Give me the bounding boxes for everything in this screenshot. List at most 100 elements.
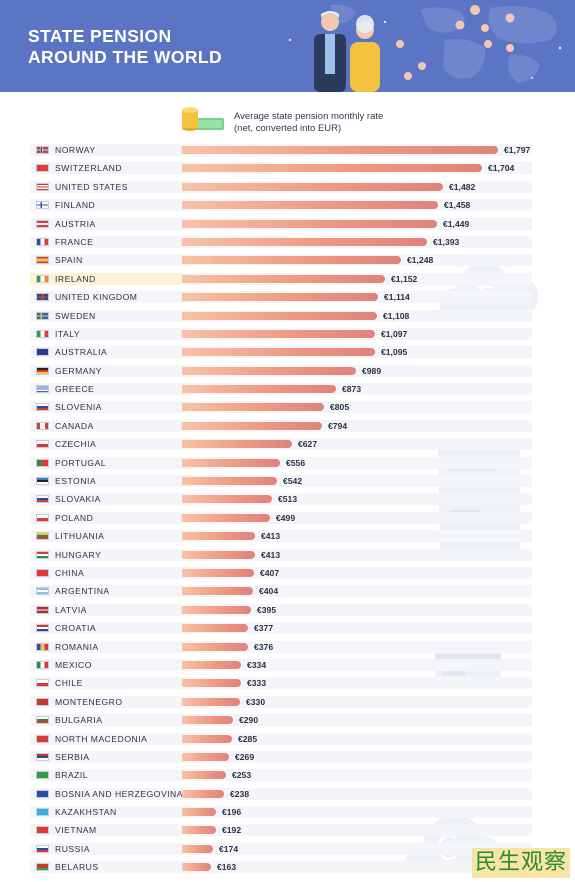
category-label: UNITED KINGDOM — [55, 292, 138, 303]
header-banner: STATE PENSION AROUND THE WORLD — [0, 0, 575, 92]
sweden-flag-icon — [36, 311, 49, 320]
row-background — [30, 493, 532, 506]
category-label: SLOVENIA — [55, 402, 102, 413]
chart-row: GERMANY €989 — [0, 362, 575, 380]
row-background — [30, 456, 532, 469]
chart-row: AUSTRIA €1,449 — [0, 215, 575, 233]
chart-row: CHILE €333 — [0, 674, 575, 692]
value-label: €334 — [247, 659, 267, 670]
value-label: €253 — [232, 770, 252, 781]
row-background — [30, 824, 532, 837]
chart-row: BELARUS €163 — [0, 858, 575, 876]
chart-row: ESTONIA €542 — [0, 472, 575, 490]
value-label: €1,095 — [381, 347, 408, 358]
bar — [182, 403, 324, 412]
bar — [182, 495, 272, 504]
chart-row: BULGARIA €290 — [0, 711, 575, 729]
category-label: PORTUGAL — [55, 457, 107, 468]
category-label: UNITED STATES — [55, 181, 129, 192]
value-label: €794 — [328, 420, 348, 431]
mexico-flag-icon — [36, 660, 49, 669]
category-label: ROMANIA — [55, 641, 99, 652]
row-background — [30, 658, 532, 671]
belarus-flag-icon — [36, 863, 49, 872]
value-label: €269 — [235, 751, 255, 762]
usa-flag-icon — [36, 182, 49, 191]
norway-flag-icon — [36, 146, 49, 154]
czechia-flag-icon — [36, 440, 49, 449]
bar — [182, 477, 277, 486]
ireland-flag-icon — [36, 274, 49, 283]
chart-row: CHINA €407 — [0, 564, 575, 582]
lithuania-flag-icon — [36, 532, 49, 541]
bar — [182, 458, 280, 467]
category-label: HUNGARY — [55, 549, 102, 560]
bar — [182, 421, 322, 430]
chart-row: FINLAND €1,458 — [0, 196, 575, 214]
category-label: RUSSIA — [55, 843, 90, 854]
value-label: €285 — [238, 733, 258, 744]
category-label: ARGENTINA — [55, 586, 110, 597]
portugal-flag-icon — [36, 458, 49, 467]
bar — [182, 605, 251, 614]
category-label: POLAND — [55, 512, 94, 523]
bar — [182, 146, 498, 154]
value-label: €196 — [222, 807, 242, 818]
russia-flag-icon — [36, 844, 49, 853]
row-background — [30, 640, 532, 653]
poland-flag-icon — [36, 513, 49, 522]
bar — [182, 513, 270, 522]
row-background — [30, 548, 532, 561]
legend-line-2: (net, converted into EUR) — [234, 123, 342, 134]
bar — [182, 311, 377, 320]
category-label: BRAZIL — [55, 770, 89, 781]
spain-flag-icon — [36, 256, 49, 265]
category-label: MONTENEGRO — [55, 696, 123, 707]
coins-and-banknotes-icon — [182, 107, 224, 131]
category-label: CZECHIA — [55, 439, 97, 450]
value-label: €377 — [254, 623, 274, 634]
category-label: AUSTRALIA — [55, 347, 108, 358]
chart-row: LATVIA €395 — [0, 601, 575, 619]
chart-row: BRAZIL €253 — [0, 766, 575, 784]
category-label: BULGARIA — [55, 715, 103, 726]
bar — [182, 808, 216, 817]
value-label: €1,108 — [383, 310, 410, 321]
bar — [182, 716, 233, 725]
bosnia-flag-icon — [36, 789, 49, 798]
slovakia-flag-icon — [36, 495, 49, 504]
category-label: BELARUS — [55, 862, 99, 873]
canada-flag-icon — [36, 421, 49, 430]
chart-row: ITALY €1,097 — [0, 325, 575, 343]
bar — [182, 679, 241, 688]
bar — [182, 201, 438, 210]
value-label: €1,482 — [449, 181, 476, 192]
china-flag-icon — [36, 568, 49, 577]
row-background — [30, 603, 532, 616]
value-label: €1,704 — [488, 163, 515, 174]
france-flag-icon — [36, 237, 49, 246]
value-label: €395 — [257, 604, 277, 615]
chart-row: IRELAND €1,152 — [0, 270, 575, 288]
category-label: BOSNIA AND HERZEGOVINA — [55, 788, 183, 799]
row-background — [30, 842, 532, 855]
chart-row: SPAIN €1,248 — [0, 251, 575, 269]
category-label: KAZAKHSTAN — [55, 807, 117, 818]
row-background — [30, 475, 532, 488]
title-line-1: STATE PENSION — [28, 26, 172, 46]
chart-row: BOSNIA AND HERZEGOVINA €238 — [0, 785, 575, 803]
chart-row: FRANCE €1,393 — [0, 233, 575, 251]
value-label: €376 — [254, 641, 274, 652]
bulgaria-flag-icon — [36, 716, 49, 725]
value-label: €989 — [362, 365, 382, 376]
row-background — [30, 714, 532, 727]
chart-row: LITHUANIA €413 — [0, 527, 575, 545]
chart-row: KAZAKHSTAN €196 — [0, 803, 575, 821]
chart-row: POLAND €499 — [0, 509, 575, 527]
vietnam-flag-icon — [36, 826, 49, 835]
chart-row: VIETNAM €192 — [0, 821, 575, 839]
value-label: €873 — [342, 384, 362, 395]
value-label: €1,393 — [433, 236, 460, 247]
category-label: NORWAY — [55, 145, 96, 155]
category-label: MEXICO — [55, 659, 92, 670]
